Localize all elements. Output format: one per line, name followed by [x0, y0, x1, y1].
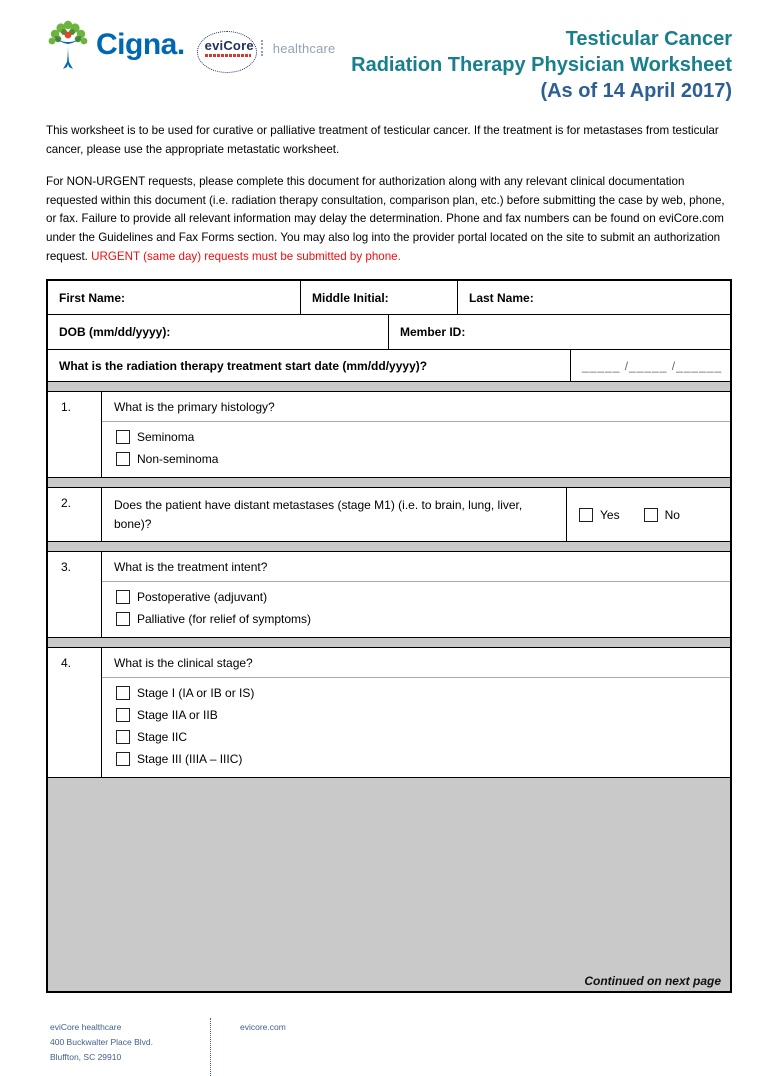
intro-paragraph-2-text: For NON-URGENT requests, please complete…: [46, 175, 725, 263]
evicore-suffix: healthcare: [272, 40, 336, 56]
option-seminoma[interactable]: Seminoma: [116, 426, 730, 448]
member-id-label: Member ID:: [400, 325, 466, 340]
start-date-field[interactable]: _____ /_____ /______: [570, 350, 730, 382]
evicore-logo: eviCore healthcare: [196, 29, 342, 73]
cigna-tree-icon: [48, 20, 88, 69]
checkbox-yes-distant-metastases[interactable]: [579, 507, 593, 522]
question-1-text: What is the primary histology?: [102, 392, 730, 423]
question-1-options: Seminoma Non-seminoma: [102, 422, 730, 477]
checkbox-postoperative[interactable]: [116, 590, 130, 605]
continued-note: Continued on next page: [584, 974, 721, 989]
option-postoperative-label: Postoperative (adjuvant): [137, 590, 268, 605]
last-name-field[interactable]: Last Name:: [457, 281, 730, 315]
urgent-notice: URGENT (same day) requests must be submi…: [91, 249, 401, 263]
title-line-3: (As of 14 April 2017): [540, 80, 732, 102]
section-separator: [48, 381, 730, 393]
first-name-label: First Name:: [59, 290, 126, 305]
checkbox-stage-i[interactable]: [116, 686, 130, 701]
intro-paragraph-2: For NON-URGENT requests, please complete…: [46, 173, 732, 266]
option-stage-i-label: Stage I (IA or IB or IS): [137, 686, 255, 701]
option-stage-iii[interactable]: Stage III (IIIA – IIIC): [116, 748, 730, 770]
option-stage-iia-iib-label: Stage IIA or IIB: [137, 708, 218, 723]
dob-field[interactable]: DOB (mm/dd/yyyy):: [48, 315, 388, 349]
checkbox-non-seminoma[interactable]: [116, 452, 130, 467]
worksheet-page: Cigna. eviCore healthcare Testicular Can…: [46, 20, 732, 1076]
middle-initial-label: Middle Initial:: [312, 290, 389, 305]
checkbox-stage-iii[interactable]: [116, 752, 130, 767]
start-date-row: What is the radiation therapy treatment …: [48, 350, 730, 382]
start-date-question: What is the radiation therapy treatment …: [59, 358, 428, 373]
option-stage-iia-iib[interactable]: Stage IIA or IIB: [116, 704, 730, 726]
cigna-tree-red-dot: [64, 31, 72, 39]
page-title: Testicular Cancer Radiation Therapy Phys…: [341, 26, 732, 104]
option-yes[interactable]: Yes: [579, 504, 620, 526]
footer-company: eviCore healthcare: [50, 1022, 122, 1033]
evicore-separator-icon: [260, 40, 266, 56]
option-stage-iic-label: Stage IIC: [137, 730, 188, 745]
question-3-text: What is the treatment intent?: [102, 552, 730, 583]
title-line-2: Radiation Therapy Physician Worksheet: [351, 54, 732, 76]
question-3: 3. What is the treatment intent? Postope…: [48, 552, 730, 638]
logos: Cigna. eviCore healthcare: [46, 20, 342, 73]
question-4-number: 4.: [48, 648, 102, 778]
title-line-1: Testicular Cancer: [565, 28, 732, 50]
header: Cigna. eviCore healthcare Testicular Can…: [46, 20, 732, 104]
option-no[interactable]: No: [643, 504, 680, 526]
option-non-seminoma-label: Non-seminoma: [137, 452, 219, 467]
checkbox-palliative[interactable]: [116, 612, 130, 627]
question-4: 4. What is the clinical stage? Stage I (…: [48, 648, 730, 778]
dob-member-row: DOB (mm/dd/yyyy): Member ID:: [48, 315, 730, 351]
last-name-label: Last Name:: [469, 290, 534, 305]
footer: eviCore healthcare 400 Buckwalter Place …: [50, 1018, 732, 1076]
footer-address: eviCore healthcare 400 Buckwalter Place …: [50, 1020, 202, 1065]
yes-label: Yes: [600, 507, 620, 522]
intro-paragraph-1: This worksheet is to be used for curativ…: [46, 122, 732, 159]
patient-form-table: First Name: Middle Initial: Last Name: D…: [46, 279, 732, 994]
section-separator: [48, 637, 730, 649]
continued-area: Continued on next page: [48, 777, 730, 992]
option-stage-iic[interactable]: Stage IIC: [116, 726, 730, 748]
question-4-options: Stage I (IA or IB or IS) Stage IIA or II…: [102, 678, 730, 777]
section-separator: [48, 541, 730, 553]
question-2-yes-no: Yes No: [567, 488, 730, 541]
question-2-text: Does the patient have distant metastases…: [102, 488, 567, 542]
option-seminoma-label: Seminoma: [137, 430, 195, 445]
cigna-logo: Cigna.: [46, 20, 185, 70]
question-3-number: 3.: [48, 552, 102, 638]
footer-divider: [210, 1018, 211, 1076]
middle-initial-field[interactable]: Middle Initial:: [300, 281, 457, 315]
no-label: No: [664, 507, 680, 522]
dob-label: DOB (mm/dd/yyyy):: [59, 325, 171, 340]
option-non-seminoma[interactable]: Non-seminoma: [116, 448, 730, 470]
question-2: 2. Does the patient have distant metasta…: [48, 488, 730, 542]
intro-paragraph-1-text: This worksheet is to be used for curativ…: [46, 124, 719, 156]
section-separator: [48, 477, 730, 489]
question-2-number: 2.: [48, 488, 102, 542]
first-name-field[interactable]: First Name:: [48, 281, 300, 314]
option-postoperative[interactable]: Postoperative (adjuvant): [116, 586, 730, 608]
footer-address-line-1: 400 Buckwalter Place Blvd.: [50, 1037, 153, 1048]
question-4-text: What is the clinical stage?: [102, 648, 730, 679]
question-3-options: Postoperative (adjuvant) Palliative (for…: [102, 582, 730, 637]
start-date-blanks: _____ /_____ /______: [582, 358, 723, 373]
option-stage-iii-label: Stage III (IIIA – IIIC): [137, 752, 243, 767]
checkbox-seminoma[interactable]: [116, 430, 130, 445]
question-1: 1. What is the primary histology? Semino…: [48, 392, 730, 478]
option-palliative[interactable]: Palliative (for relief of symptoms): [116, 608, 730, 630]
footer-website: evicore.com: [240, 1022, 286, 1033]
option-palliative-label: Palliative (for relief of symptoms): [137, 612, 312, 627]
checkbox-stage-iic[interactable]: [116, 730, 130, 745]
member-id-field[interactable]: Member ID:: [388, 315, 730, 350]
checkbox-stage-iia-iib[interactable]: [116, 708, 130, 723]
footer-address-line-2: Bluffton, SC 29910: [50, 1052, 122, 1063]
option-stage-i[interactable]: Stage I (IA or IB or IS): [116, 682, 730, 704]
cigna-logo-text: Cigna.: [96, 28, 185, 61]
checkbox-no-distant-metastases[interactable]: [643, 507, 658, 522]
evicore-dotted-ring-icon: [196, 31, 257, 73]
question-1-number: 1.: [48, 392, 102, 478]
name-row: First Name: Middle Initial: Last Name:: [48, 281, 730, 316]
